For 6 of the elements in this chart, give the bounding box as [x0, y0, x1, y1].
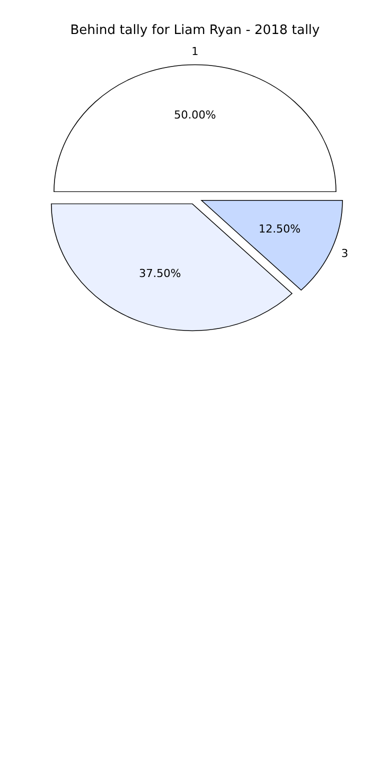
slice-label: 1: [192, 45, 198, 58]
chart-title: Behind tally for Liam Ryan - 2018 tally: [70, 23, 320, 38]
slice-label: 3: [341, 246, 348, 260]
data-label: 12.50%: [258, 222, 301, 236]
data-label: 37.50%: [138, 267, 181, 280]
data-label: 50.00%: [174, 108, 216, 122]
